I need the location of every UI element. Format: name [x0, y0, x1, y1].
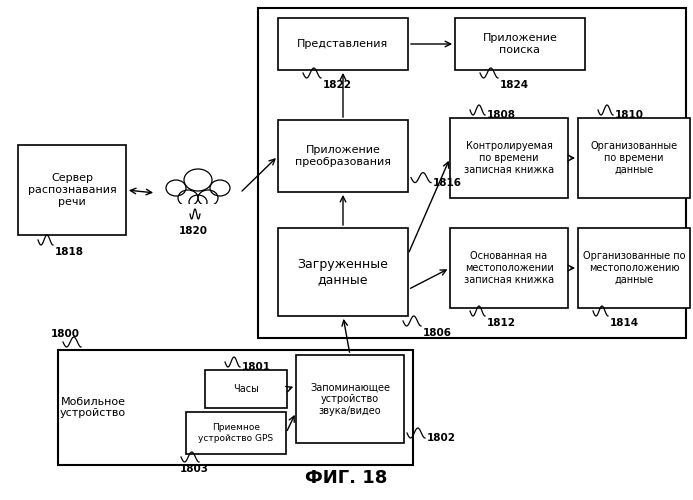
Bar: [450, 228, 568, 308]
Text: Основанная на
местоположении
записная книжка: Основанная на местоположении записная кн…: [464, 252, 554, 284]
Text: 1803: 1803: [179, 464, 209, 474]
Bar: [278, 120, 408, 192]
Text: 1801: 1801: [242, 362, 271, 372]
Ellipse shape: [189, 195, 207, 209]
Bar: [18, 145, 126, 235]
Bar: [258, 8, 686, 338]
Text: 1808: 1808: [487, 110, 516, 120]
Bar: [205, 370, 287, 408]
Text: Запоминающее
устройство
звука/видео: Запоминающее устройство звука/видео: [310, 382, 390, 416]
Text: Организованные
по времени
данные: Организованные по времени данные: [590, 142, 678, 174]
Text: 1810: 1810: [615, 110, 644, 120]
Ellipse shape: [184, 169, 212, 191]
Ellipse shape: [166, 180, 186, 196]
Text: 1812: 1812: [487, 318, 516, 328]
Text: 1818: 1818: [55, 247, 84, 257]
Text: Загруженные
данные: Загруженные данные: [297, 258, 389, 286]
Bar: [278, 228, 408, 316]
Text: Приложение
поиска: Приложение поиска: [482, 33, 557, 55]
Text: Приемное
устройство GPS: Приемное устройство GPS: [198, 424, 274, 442]
Text: 1800: 1800: [51, 329, 80, 339]
Text: Сервер
распознавания
речи: Сервер распознавания речи: [28, 174, 116, 206]
Text: ФИГ. 18: ФИГ. 18: [306, 469, 387, 487]
Text: Контролируемая
по времени
записная книжка: Контролируемая по времени записная книжк…: [464, 142, 554, 174]
Text: Представления: Представления: [297, 39, 389, 49]
Bar: [278, 18, 408, 70]
Text: 1814: 1814: [610, 318, 639, 328]
Text: Организованные по
местоположению
данные: Организованные по местоположению данные: [583, 252, 685, 284]
Bar: [186, 412, 286, 454]
Bar: [455, 18, 585, 70]
Bar: [578, 228, 690, 308]
Text: 1802: 1802: [427, 433, 456, 443]
Text: 1822: 1822: [323, 80, 352, 90]
Bar: [58, 350, 413, 465]
Ellipse shape: [210, 180, 230, 196]
Bar: [450, 118, 568, 198]
Text: 1820: 1820: [179, 226, 207, 236]
Bar: [578, 118, 690, 198]
Bar: [296, 355, 404, 443]
Text: 1806: 1806: [423, 328, 452, 338]
Text: Часы: Часы: [233, 384, 259, 394]
Ellipse shape: [178, 190, 198, 206]
Text: Мобильное
устройство: Мобильное устройство: [60, 396, 126, 418]
Text: 1816: 1816: [433, 178, 462, 188]
Text: Приложение
преобразования: Приложение преобразования: [295, 145, 391, 167]
Bar: [166, 204, 230, 224]
Ellipse shape: [198, 190, 218, 206]
Text: 1824: 1824: [500, 80, 529, 90]
